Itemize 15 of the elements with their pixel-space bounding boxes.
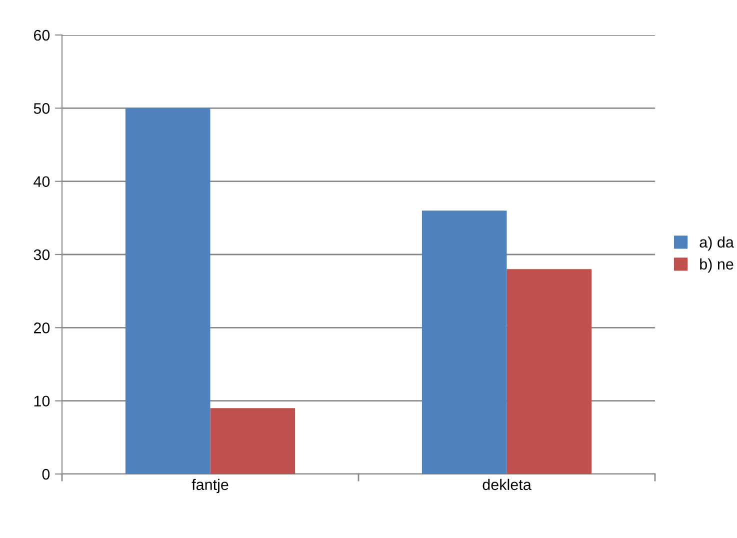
x-tick-label: fantje (192, 478, 228, 494)
bar (125, 108, 210, 474)
x-tick-label: dekleta (482, 478, 532, 490)
legend-label: b) ne (700, 258, 734, 273)
y-tick-label: 20 (34, 322, 50, 334)
bar (422, 210, 507, 474)
y-tick-label: 0 (42, 468, 50, 480)
y-tick-label: 60 (34, 30, 50, 41)
bar (210, 408, 296, 474)
y-tick-label: 10 (34, 396, 50, 407)
legend-label: a) da (700, 236, 734, 251)
bar (506, 269, 592, 474)
y-tick-label: 40 (34, 176, 50, 188)
y-tick-label: 30 (34, 249, 50, 260)
y-tick-label: 50 (34, 103, 50, 114)
